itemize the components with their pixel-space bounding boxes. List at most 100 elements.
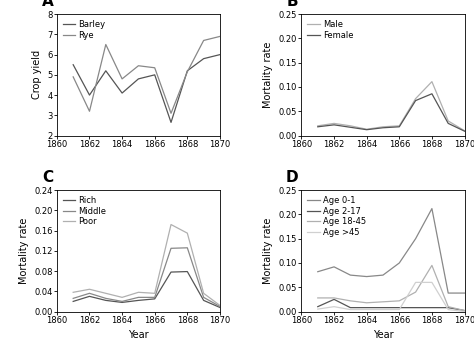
Barley [119, 91, 125, 95]
Text: C: C [43, 170, 54, 185]
Middle [168, 246, 174, 250]
Y-axis label: Mortality rate: Mortality rate [264, 218, 273, 284]
Legend: Barley, Rye: Barley, Rye [61, 18, 107, 41]
Barley [201, 57, 207, 61]
Age 0-1 [446, 291, 451, 295]
Age 18-45 [462, 308, 467, 313]
Line: Rich: Rich [73, 272, 220, 308]
Male [462, 129, 467, 133]
Female [396, 125, 402, 129]
Age 18-45 [364, 301, 370, 305]
Age >45 [347, 308, 353, 312]
Age >45 [364, 308, 370, 312]
Age 0-1 [396, 261, 402, 265]
Barley [136, 77, 141, 81]
Line: Poor: Poor [73, 224, 220, 306]
Rich [201, 298, 207, 303]
Rich [119, 300, 125, 304]
Age 2-17 [331, 297, 337, 302]
Line: Age 18-45: Age 18-45 [318, 266, 465, 310]
Poor [136, 290, 141, 295]
X-axis label: Year: Year [373, 330, 393, 340]
Y-axis label: Crop yield: Crop yield [32, 50, 42, 99]
Age >45 [413, 280, 419, 285]
Rich [103, 298, 109, 303]
Age 0-1 [413, 236, 419, 241]
Female [429, 92, 435, 96]
Middle [70, 296, 76, 301]
Y-axis label: Mortality rate: Mortality rate [264, 42, 273, 108]
Age 2-17 [413, 306, 419, 310]
Rich [184, 269, 190, 274]
Age >45 [380, 308, 386, 312]
Poor [184, 231, 190, 235]
Age >45 [446, 308, 451, 312]
Rye [168, 111, 174, 115]
Line: Barley: Barley [73, 55, 220, 122]
Age >45 [315, 307, 320, 311]
Text: D: D [285, 170, 298, 185]
Rich [87, 294, 92, 298]
Line: Rye: Rye [73, 36, 220, 113]
Text: B: B [287, 0, 298, 9]
Rich [70, 299, 76, 303]
Age 2-17 [429, 306, 435, 310]
Line: Female: Female [318, 94, 465, 131]
Barley [103, 69, 109, 73]
Female [315, 125, 320, 129]
Age 2-17 [364, 306, 370, 310]
Poor [152, 291, 157, 296]
Rye [152, 65, 157, 70]
Poor [217, 303, 223, 308]
Middle [152, 295, 157, 299]
Rich [136, 298, 141, 303]
Poor [201, 291, 207, 296]
Legend: Male, Female: Male, Female [306, 18, 356, 41]
Middle [217, 304, 223, 309]
Age 2-17 [462, 308, 467, 313]
Middle [184, 246, 190, 250]
Barley [184, 69, 190, 73]
Age 2-17 [380, 306, 386, 310]
Age >45 [396, 308, 402, 312]
Poor [87, 287, 92, 291]
Rye [119, 77, 125, 81]
Age 0-1 [315, 270, 320, 274]
Poor [119, 295, 125, 299]
Age 0-1 [380, 273, 386, 277]
Female [347, 125, 353, 130]
Age 2-17 [446, 306, 451, 310]
Line: Age >45: Age >45 [318, 282, 465, 312]
Age 0-1 [364, 274, 370, 279]
Male [315, 124, 320, 128]
Line: Age 0-1: Age 0-1 [318, 209, 465, 293]
Age 18-45 [347, 299, 353, 303]
Age 2-17 [396, 306, 402, 310]
Age 18-45 [331, 296, 337, 300]
Barley [152, 73, 157, 77]
Legend: Rich, Middle, Poor: Rich, Middle, Poor [61, 194, 108, 228]
Age 18-45 [413, 290, 419, 294]
Female [413, 98, 419, 103]
Rye [217, 34, 223, 39]
Poor [168, 222, 174, 227]
Male [446, 119, 451, 123]
Rye [201, 38, 207, 42]
Line: Male: Male [318, 82, 465, 131]
Female [446, 121, 451, 126]
Middle [201, 295, 207, 299]
Age 2-17 [347, 306, 353, 310]
Rich [168, 270, 174, 274]
Middle [136, 295, 141, 299]
Female [462, 129, 467, 133]
Female [331, 123, 337, 127]
Rye [87, 109, 92, 113]
Rich [217, 306, 223, 310]
Age 18-45 [429, 263, 435, 268]
Age 18-45 [380, 300, 386, 304]
Legend: Age 0-1, Age 2-17, Age 18-45, Age >45: Age 0-1, Age 2-17, Age 18-45, Age >45 [306, 194, 368, 239]
Middle [87, 291, 92, 296]
Male [380, 125, 386, 129]
Middle [103, 296, 109, 301]
Male [429, 80, 435, 84]
